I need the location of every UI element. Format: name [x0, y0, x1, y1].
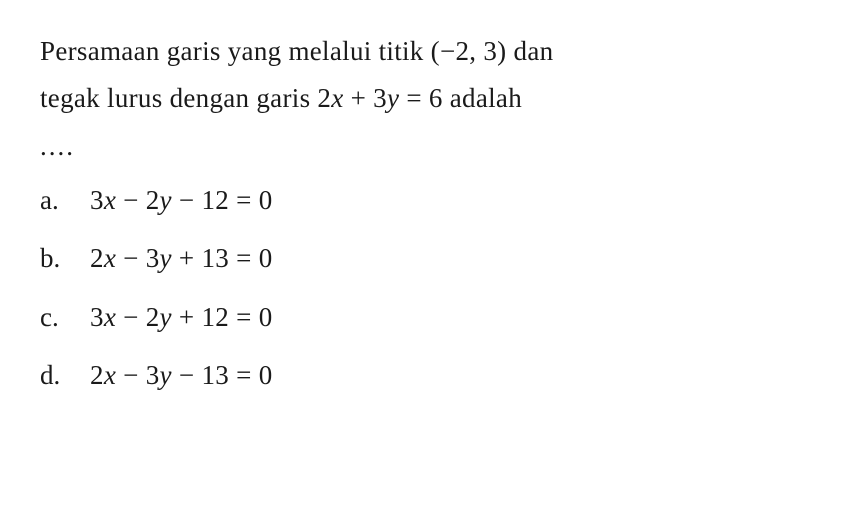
eq-d-var1: x [104, 360, 116, 390]
eq-b-mid1: − 3 [116, 243, 159, 273]
eq-a-var2: y [160, 185, 172, 215]
option-equation-c: 3x − 2y + 12 = 0 [90, 297, 273, 338]
option-label-c: c. [40, 297, 90, 338]
option-a: a. 3x − 2y − 12 = 0 [40, 180, 823, 221]
eq-c-var2: y [160, 302, 172, 332]
eq-a-var1: x [104, 185, 116, 215]
option-label-b: b. [40, 238, 90, 279]
question-ellipsis: .... [40, 131, 823, 162]
question-line1-part1: Persamaan garis yang melalui titik ( [40, 36, 440, 66]
eq-a-mid1: − 2 [116, 185, 159, 215]
eq-d-var2: y [160, 360, 172, 390]
option-label-d: d. [40, 355, 90, 396]
question-line1-part2: 2, 3) dan [455, 36, 553, 66]
question-line2-part2: + 3 [344, 83, 387, 113]
eq-b-var2: y [160, 243, 172, 273]
question-line1-neg: − [440, 36, 456, 66]
eq-d-prefix: 2 [90, 360, 104, 390]
option-c: c. 3x − 2y + 12 = 0 [40, 297, 823, 338]
eq-a-prefix: 3 [90, 185, 104, 215]
options-list: a. 3x − 2y − 12 = 0 b. 2x − 3y + 13 = 0 … [40, 180, 823, 396]
question-line2-part3: = 6 adalah [399, 83, 522, 113]
eq-c-var1: x [104, 302, 116, 332]
eq-c-mid2: + 12 = 0 [172, 302, 273, 332]
question-line2-y: y [387, 83, 399, 113]
option-equation-a: 3x − 2y − 12 = 0 [90, 180, 273, 221]
eq-c-mid1: − 2 [116, 302, 159, 332]
eq-a-mid2: − 12 = 0 [172, 185, 273, 215]
eq-d-mid2: − 13 = 0 [172, 360, 273, 390]
option-equation-d: 2x − 3y − 13 = 0 [90, 355, 273, 396]
question-text: Persamaan garis yang melalui titik (−2, … [40, 28, 823, 123]
eq-b-var1: x [104, 243, 116, 273]
question-line2-x: x [331, 83, 343, 113]
eq-b-prefix: 2 [90, 243, 104, 273]
option-b: b. 2x − 3y + 13 = 0 [40, 238, 823, 279]
option-equation-b: 2x − 3y + 13 = 0 [90, 238, 273, 279]
question-line2-part1: tegak lurus dengan garis 2 [40, 83, 331, 113]
option-label-a: a. [40, 180, 90, 221]
eq-c-prefix: 3 [90, 302, 104, 332]
eq-b-mid2: + 13 = 0 [172, 243, 273, 273]
option-d: d. 2x − 3y − 13 = 0 [40, 355, 823, 396]
eq-d-mid1: − 3 [116, 360, 159, 390]
